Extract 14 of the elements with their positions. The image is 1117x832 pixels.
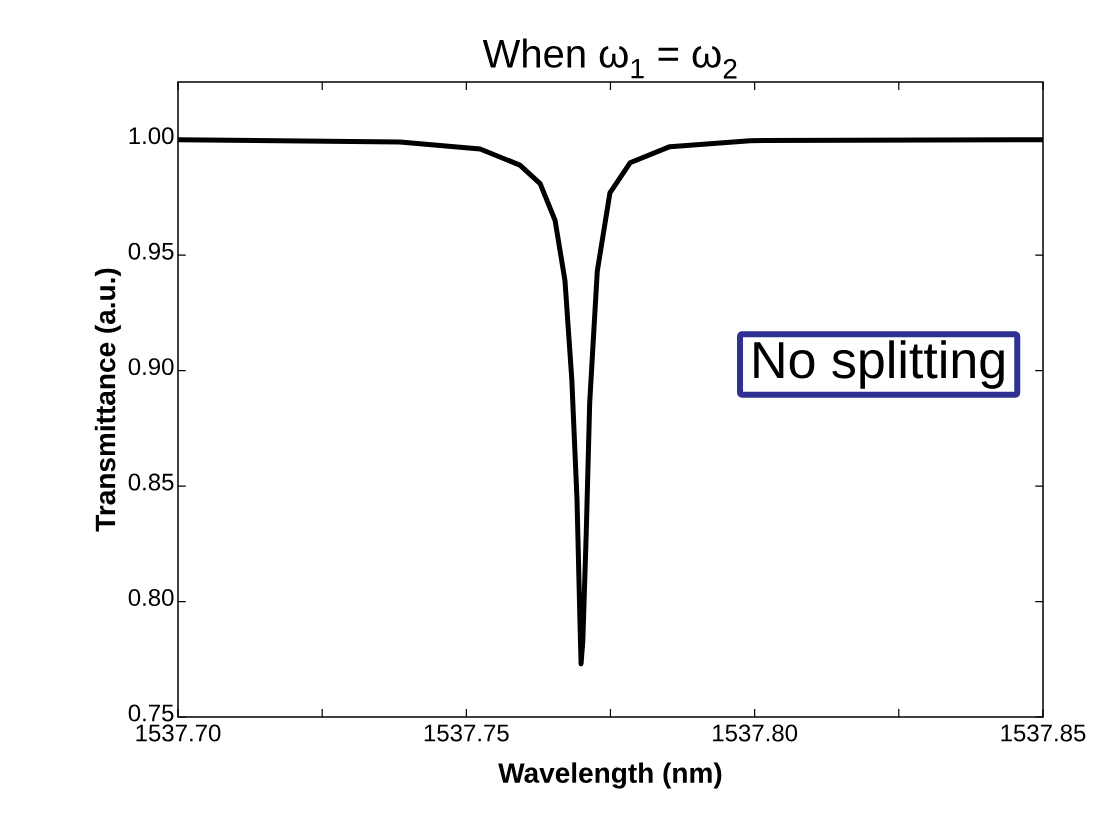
y-tick-label: 0.80: [128, 589, 174, 607]
y-tick-label: 0.95: [128, 242, 174, 260]
annotation: No splitting: [754, 340, 1004, 389]
x-tick-label: 1537.75: [424, 724, 509, 742]
chart-title: When ω$_{1}$ = ω$_{2}$: [482, 38, 737, 79]
y-tick-label: 1.00: [129, 127, 174, 145]
x-tick-label: 1537.80: [713, 724, 798, 742]
x-tick-label: 1537.70: [136, 724, 221, 742]
x-tick-label: 1537.85: [1001, 724, 1086, 742]
y-tick-label: 0.75: [128, 704, 174, 722]
x-axis-title: Wavelength (nm): [498, 762, 722, 789]
y-tick-label: 0.90: [128, 358, 174, 376]
y-tick-label: 0.85: [128, 473, 174, 491]
y-axis-title: Transmittance (a.u.): [94, 268, 121, 532]
